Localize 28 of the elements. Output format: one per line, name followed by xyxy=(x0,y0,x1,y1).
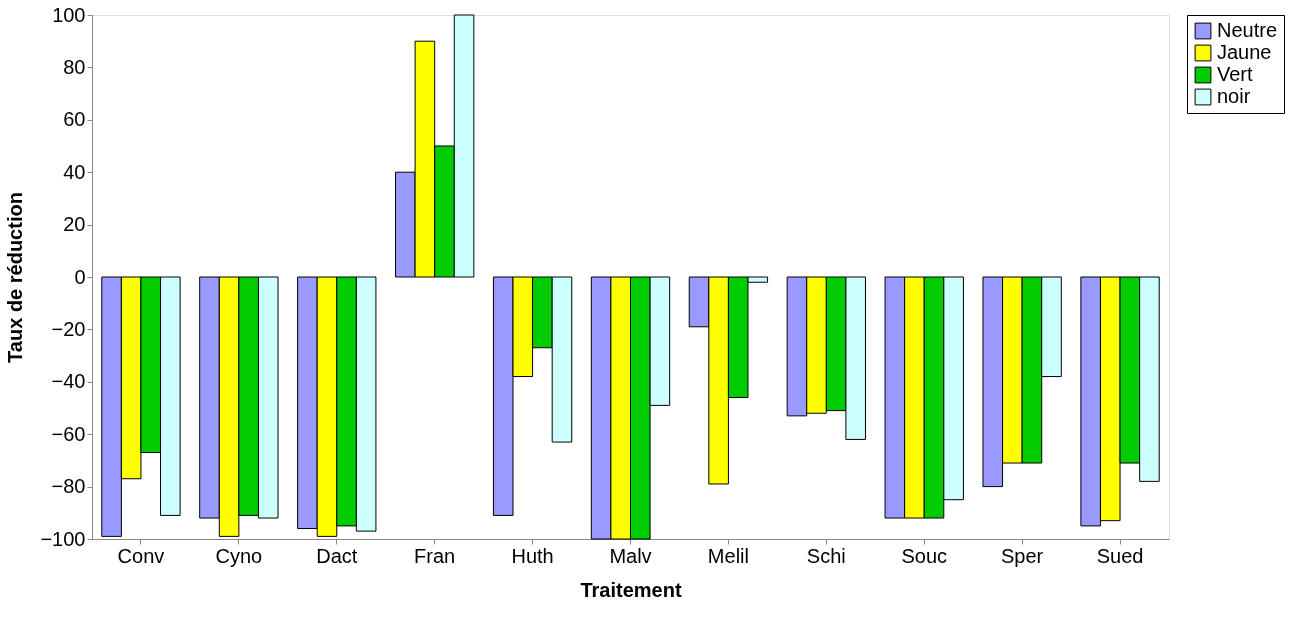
y-tick-label: 80 xyxy=(63,55,86,78)
x-tick-label: Sper xyxy=(1001,544,1044,567)
y-tick-label: −20 xyxy=(51,317,86,340)
legend-label: Neutre xyxy=(1217,19,1278,41)
y-tick-label: 0 xyxy=(74,265,86,288)
y-tick-label: 40 xyxy=(63,160,86,183)
y-tick-label: −60 xyxy=(51,422,86,445)
legend-label: noir xyxy=(1217,85,1251,107)
y-tick-label: 60 xyxy=(63,108,86,131)
y-tick-label: −40 xyxy=(51,370,86,393)
x-tick-label: Dact xyxy=(316,544,358,567)
x-tick-label: Conv xyxy=(117,544,165,567)
x-tick-label: Cyno xyxy=(215,544,263,567)
x-tick-label: Huth xyxy=(511,544,554,567)
legend-label: Jaune xyxy=(1217,41,1272,63)
x-tick-label: Malv xyxy=(609,544,652,567)
x-tick-label: Fran xyxy=(414,544,456,567)
y-tick-label: 20 xyxy=(63,213,86,236)
x-tick-label: Schi xyxy=(806,544,846,567)
x-tick-label: Souc xyxy=(901,544,948,567)
y-tick-label: −100 xyxy=(40,527,86,550)
y-tick-label: −80 xyxy=(51,475,86,498)
x-tick-label: Sued xyxy=(1096,544,1144,567)
y-axis-title: Taux de réduction xyxy=(4,192,27,363)
x-tick-label: Melil xyxy=(707,544,749,567)
x-axis-title: Traitement xyxy=(580,578,682,601)
y-tick-label: 100 xyxy=(52,3,86,26)
legend-label: Vert xyxy=(1217,63,1254,85)
